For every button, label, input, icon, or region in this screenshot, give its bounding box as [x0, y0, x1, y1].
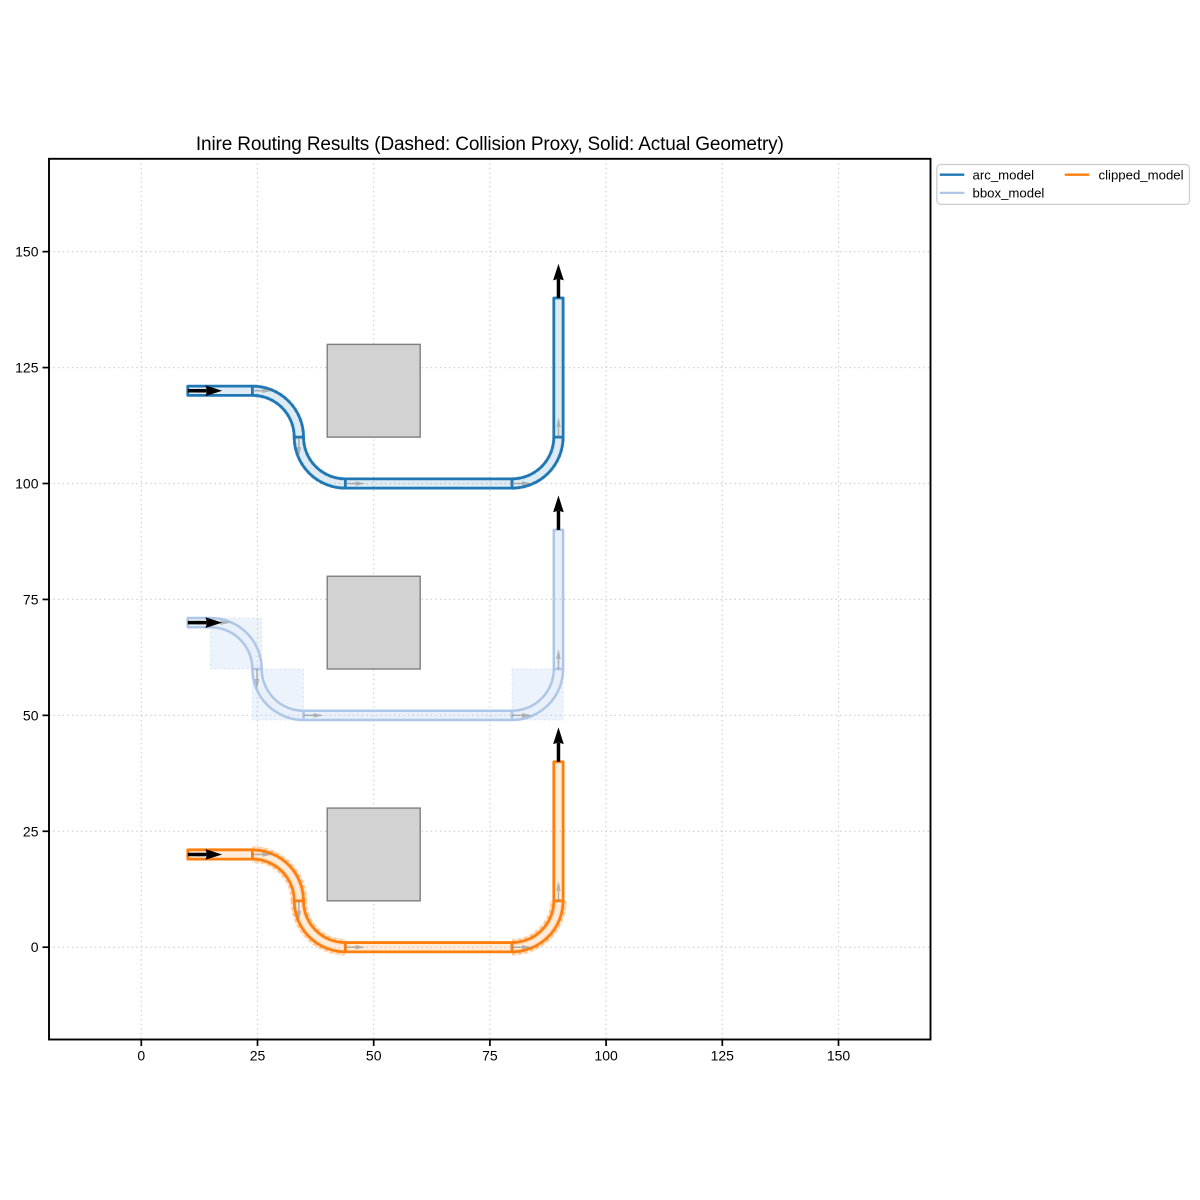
svg-text:Inire Routing Results (Dashed:: Inire Routing Results (Dashed: Collision… [196, 134, 784, 155]
svg-text:25: 25 [23, 823, 39, 839]
svg-text:0: 0 [137, 1048, 145, 1064]
svg-text:50: 50 [23, 707, 39, 723]
svg-text:125: 125 [15, 360, 39, 376]
svg-text:100: 100 [15, 476, 39, 492]
svg-text:150: 150 [827, 1048, 851, 1064]
svg-text:100: 100 [594, 1048, 618, 1064]
svg-text:arc_model: arc_model [973, 167, 1035, 182]
svg-text:50: 50 [366, 1048, 382, 1064]
svg-text:75: 75 [482, 1048, 498, 1064]
svg-text:0: 0 [31, 939, 39, 955]
svg-text:75: 75 [23, 591, 39, 607]
svg-text:bbox_model: bbox_model [973, 186, 1045, 201]
svg-text:25: 25 [250, 1048, 266, 1064]
svg-text:125: 125 [711, 1048, 735, 1064]
svg-text:150: 150 [15, 244, 39, 260]
svg-text:clipped_model: clipped_model [1099, 167, 1184, 182]
